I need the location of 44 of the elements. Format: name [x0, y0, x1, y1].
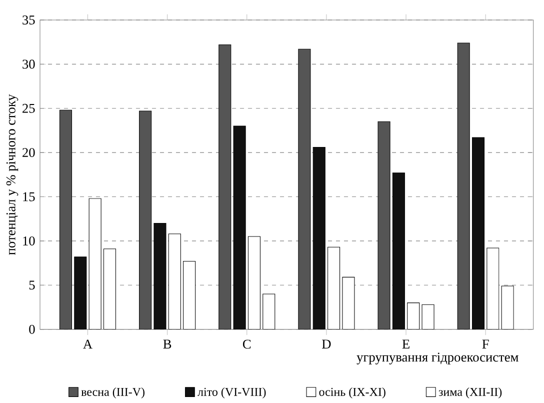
- bar: [168, 234, 181, 330]
- bar: [342, 277, 355, 330]
- y-tick-label: 0: [29, 325, 35, 334]
- bar: [312, 147, 326, 330]
- bar: [218, 44, 232, 330]
- y-tick-label: 35: [22, 16, 35, 25]
- y-tick-label: 5: [29, 280, 35, 290]
- y-tick-label: 25: [22, 104, 35, 114]
- x-tick-label: F: [482, 340, 489, 349]
- x-tick-label: D: [322, 340, 331, 349]
- x-tick-label: A: [83, 340, 92, 349]
- x-tick-label: E: [402, 340, 410, 349]
- bar: [457, 42, 470, 330]
- y-tick-label: 15: [23, 192, 35, 202]
- bar: [74, 256, 87, 330]
- x-axis-title: угрупування гідроекосистем: [356, 352, 518, 365]
- x-tick-label: B: [163, 340, 172, 349]
- bar: [103, 248, 116, 330]
- bar: [59, 110, 72, 330]
- y-tick-label: 10: [23, 236, 35, 246]
- bar: [422, 304, 434, 330]
- bar: [154, 223, 166, 330]
- bar: [183, 261, 196, 330]
- bar: [262, 294, 276, 330]
- y-tick-label: 20: [22, 148, 35, 158]
- bar: [139, 110, 152, 330]
- bar: [298, 49, 311, 330]
- bar: [248, 236, 260, 330]
- bar: [407, 302, 420, 330]
- bar: [378, 122, 390, 330]
- y-axis-title: потенціал у % річного стоку: [6, 94, 18, 256]
- legend-label: літо (VI-VIII): [198, 388, 266, 399]
- bar: [233, 126, 246, 330]
- bar: [501, 286, 514, 330]
- bar: [472, 137, 485, 330]
- y-tick-label: 30: [22, 60, 35, 69]
- x-tick-label: C: [242, 340, 251, 349]
- bar: [392, 172, 405, 330]
- bar: [88, 198, 102, 330]
- legend-label: весна (III-V): [81, 388, 144, 399]
- legend-label: зима (XII-II): [438, 388, 502, 399]
- bar: [328, 247, 340, 330]
- bar: [486, 248, 500, 330]
- legend-label: осінь (IX-XI): [319, 388, 386, 399]
